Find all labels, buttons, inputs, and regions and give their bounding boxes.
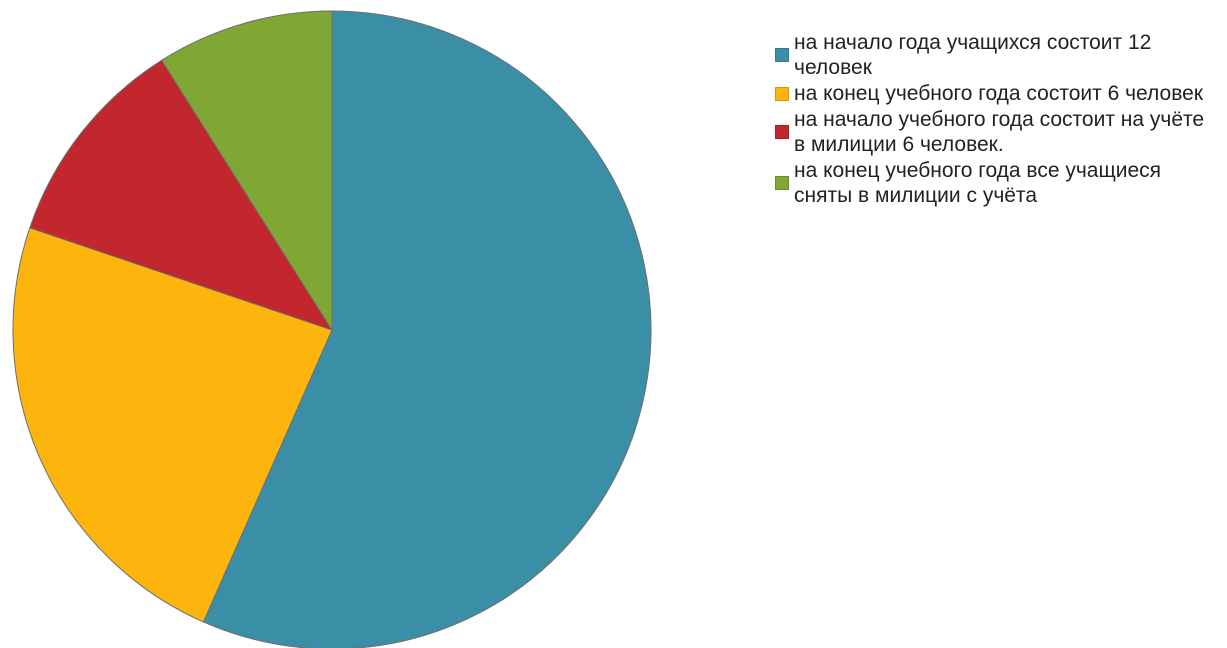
pie-chart (12, 10, 652, 648)
legend-item-3: на начало учебного года состоит на учёте… (775, 107, 1220, 157)
legend-swatch-1 (775, 48, 789, 62)
legend-label-1: на начало года учащихся состоит 12 челов… (794, 31, 1152, 79)
legend-swatch-4 (775, 176, 789, 190)
legend-swatch-3 (775, 125, 789, 139)
legend-item-1: на начало года учащихся состоит 12 челов… (775, 30, 1220, 80)
legend-item-4: на конец учебного года все учащиеся снят… (775, 158, 1220, 208)
legend-label-2: на конец учебного года состоит 6 человек (794, 82, 1203, 105)
legend-item-2: на конец учебного года состоит 6 человек (775, 81, 1220, 106)
pie-slice-4 (161, 10, 333, 332)
pie-slice-2 (12, 227, 333, 623)
pie-slice-3 (29, 59, 334, 331)
legend-label-4: на конец учебного года все учащиеся снят… (794, 159, 1162, 207)
legend-swatch-2 (775, 86, 789, 101)
legend-label-3: на начало учебного года состоит на учёте… (794, 108, 1205, 156)
chart-legend: на начало года учащихся состоит 12 челов… (775, 30, 1220, 209)
pie-slice-1 (202, 10, 652, 648)
